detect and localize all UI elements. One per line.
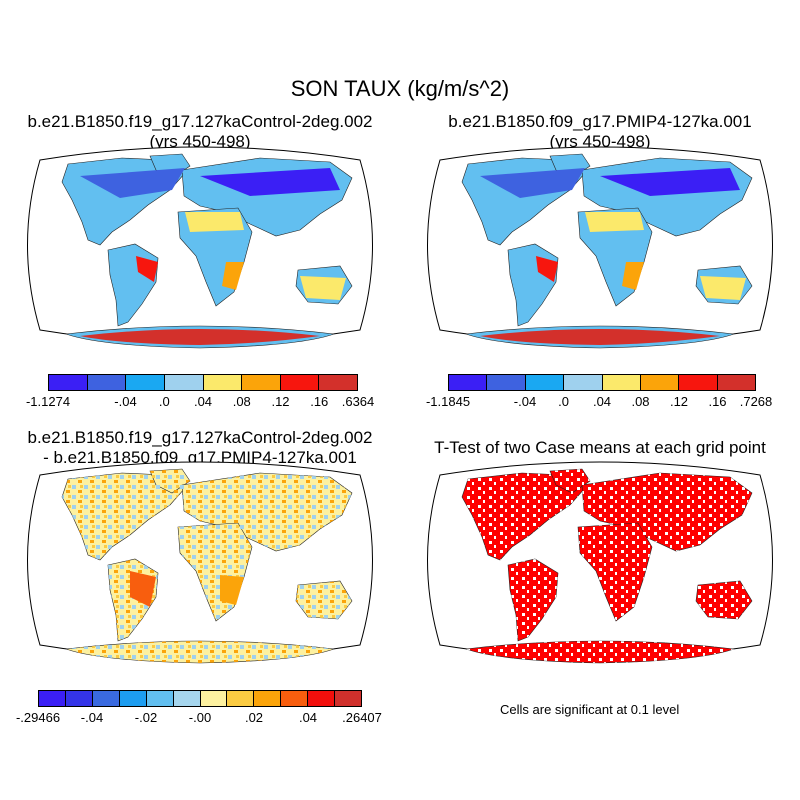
colorbar-bottom-left-label: -.29466 (15, 710, 61, 725)
colorbar-top-left-swatch (319, 375, 357, 390)
panel-title-top-left-line1: b.e21.B1850.f19_g17.127kaControl-2deg.00… (27, 112, 373, 131)
high-latitude-negative (80, 168, 185, 198)
sahara-positive (185, 212, 244, 232)
colorbar-bottom-left-label: -.00 (188, 710, 212, 725)
colorbar-top-left-swatch (203, 375, 243, 390)
colorbar-top-right-label: -.04 (513, 394, 537, 409)
sahara-positive (585, 212, 644, 232)
significance-note: Cells are significant at 0.1 level (500, 702, 680, 717)
colorbar-bottom-left-label: .26407 (342, 710, 382, 725)
map-bottom-left (27, 461, 373, 664)
africa-positive (220, 575, 244, 605)
panel-title-top-left: b.e21.B1850.f19_g17.127kaControl-2deg.00… (0, 112, 400, 152)
map-top-right (427, 146, 773, 349)
colorbar-top-right-label: .08 (631, 394, 650, 409)
south-america-positive (136, 256, 158, 282)
colorbar-top-left-label: .6364 (341, 394, 375, 409)
panel-title-top-right-line1: b.e21.B1850.f09_g17.PMIP4-127ka.001 (448, 112, 752, 131)
colorbar-top-left-label: -.04 (114, 394, 137, 409)
colorbar-bottom-left-label: -.04 (80, 710, 104, 725)
colorbar-top-right-label: -1.1845 (425, 394, 471, 409)
high-latitude-negative (480, 168, 585, 198)
high-latitude-negative (600, 168, 740, 196)
colorbar-top-left-swatch (87, 375, 127, 390)
south-america-positive (536, 256, 558, 282)
colorbar-bottom-left-swatch (308, 691, 336, 706)
panel-title-top-right-line2: (yrs 450-498) (549, 132, 651, 151)
map-top-left (27, 146, 373, 349)
colorbar-top-left-labels: -1.1274 -.04 .0 .04 .08 .12 .16 .6364 (26, 394, 374, 410)
colorbar-bottom-left-swatch (65, 691, 93, 706)
colorbar-top-left-swatch (280, 375, 320, 390)
africa-positive (222, 262, 244, 290)
colorbar-bottom-left-swatch (92, 691, 120, 706)
colorbar-top-right-label: .0 (558, 394, 569, 409)
colorbar-top-left-label: .12 (271, 394, 290, 409)
colorbar-top-left-swatch (49, 375, 88, 390)
colorbar-top-right-swatch (449, 375, 488, 390)
colorbar-bottom-left-swatch (254, 691, 282, 706)
colorbar-top-right-swatch (525, 375, 565, 390)
colorbar-top-left (48, 374, 358, 391)
colorbar-bottom-left-swatch (39, 691, 66, 706)
colorbar-bottom-left (38, 690, 362, 707)
colorbar-top-right-label: .12 (669, 394, 689, 409)
antarctica-positive (480, 329, 720, 345)
colorbar-top-left-label: .04 (193, 394, 213, 409)
antarctica-positive (80, 329, 320, 345)
colorbar-top-right-swatch (564, 375, 603, 390)
colorbar-top-right-label: .16 (708, 394, 727, 409)
panel-title-bottom-right: T-Test of two Case means at each grid po… (434, 438, 766, 457)
australia-positive (300, 276, 346, 300)
panel-title-top-left-line2: (yrs 450-498) (149, 132, 251, 151)
panel-title-top-right: b.e21.B1850.f09_g17.PMIP4-127ka.001 (yrs… (400, 112, 800, 152)
colorbar-top-right-swatch (717, 375, 755, 390)
colorbar-top-right-swatch (602, 375, 641, 390)
colorbar-bottom-left-labels: -.29466 -.04 -.02 -.00 .02 .04 .26407 (16, 710, 382, 726)
africa-positive (622, 262, 644, 290)
panel-title-bottom-left-line1: b.e21.B1850.f19_g17.127kaControl-2deg.00… (27, 428, 373, 447)
colorbar-bottom-left-swatch (173, 691, 201, 706)
colorbar-top-left-label: .16 (310, 394, 329, 409)
panel-title-bottom-left-line2: - b.e21.B1850.f09_g17.PMIP4-127ka.001 (43, 448, 357, 467)
colorbar-top-left-swatch (164, 375, 204, 390)
colorbar-bottom-left-label: .02 (244, 710, 264, 725)
panel-title-bottom-left: b.e21.B1850.f19_g17.127kaControl-2deg.00… (0, 428, 400, 468)
colorbar-bottom-left-swatch (281, 691, 309, 706)
colorbar-top-right-labels: -1.1845 -.04 .0 .04 .08 .12 .16 .7268 (426, 394, 772, 410)
colorbar-top-right-label: .04 (592, 394, 612, 409)
high-latitude-negative (200, 168, 340, 196)
colorbar-bottom-left-label: .04 (298, 710, 318, 725)
colorbar-top-right-label: .7268 (739, 394, 773, 409)
colorbar-top-left-label: .08 (232, 394, 251, 409)
colorbar-bottom-left-swatch (146, 691, 174, 706)
colorbar-bottom-left-swatch (200, 691, 228, 706)
australia-positive (700, 276, 746, 300)
colorbar-top-left-swatch (126, 375, 165, 390)
colorbar-bottom-left-swatch (119, 691, 147, 706)
colorbar-top-left-label: .0 (158, 394, 170, 409)
colorbar-bottom-left-swatch (227, 691, 255, 706)
colorbar-bottom-left-swatch (335, 691, 362, 706)
figure-title: SON TAUX (kg/m/s^2) (290, 76, 510, 101)
colorbar-top-left-swatch (242, 375, 281, 390)
colorbar-top-right-swatch (640, 375, 680, 390)
colorbar-top-right-swatch (487, 375, 526, 390)
south-america-positive (130, 571, 156, 607)
colorbar-top-right (448, 374, 756, 391)
colorbar-bottom-left-label: -.02 (134, 710, 158, 725)
colorbar-top-right-swatch (679, 375, 718, 390)
colorbar-top-left-label: -1.1274 (25, 394, 71, 409)
